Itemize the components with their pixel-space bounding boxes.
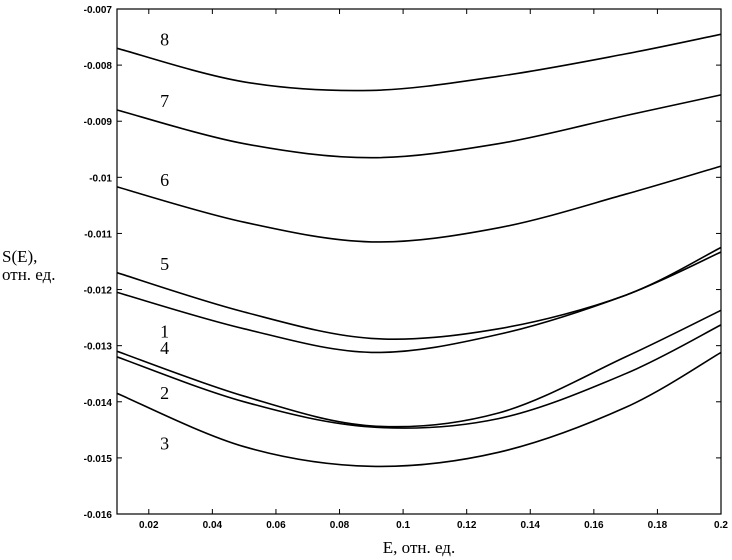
- curve-label-3: 3: [160, 433, 169, 453]
- y-tick-label: -0.014: [84, 398, 113, 409]
- x-tick-label: 0.2: [714, 520, 728, 531]
- curve-label-4: 4: [160, 338, 169, 358]
- curve-7: [116, 94, 722, 159]
- x-tick-label: 0.04: [203, 520, 223, 531]
- y-axis-ticks: -0.016-0.015-0.014-0.013-0.012-0.011-0.0…: [84, 5, 721, 521]
- y-tick-label: -0.012: [84, 286, 113, 297]
- curve-8: [116, 33, 722, 92]
- x-tick-label: 0.14: [521, 520, 541, 531]
- y-axis-title-line2: отн. ед.: [2, 265, 56, 284]
- curve-label-6: 6: [160, 170, 169, 190]
- x-tick-label: 0.12: [457, 520, 477, 531]
- x-axis-ticks: 0.02 0.04 0.06 0.08 0.1 0.12 0.14 0.16 0.18 0.2: [139, 9, 728, 531]
- y-tick-label: -0.01: [89, 173, 112, 184]
- x-tick-label: 0.08: [330, 520, 350, 531]
- x-tick-label: 0.18: [648, 520, 668, 531]
- y-tick-label: -0.007: [84, 5, 113, 16]
- curve-6: [116, 165, 722, 243]
- curve-label-2: 2: [160, 383, 169, 403]
- x-axis-title: E, отн. ед.: [383, 538, 455, 557]
- curve-2: [116, 324, 722, 429]
- y-tick-label: -0.008: [84, 61, 113, 72]
- curve-label-5: 5: [160, 254, 169, 274]
- y-tick-label: -0.016: [84, 510, 113, 521]
- curve-label-1: 1: [160, 321, 169, 341]
- curves: [116, 33, 722, 468]
- curve-3: [116, 351, 722, 468]
- y-tick-label: -0.015: [84, 454, 113, 465]
- x-tick-label: 0.1: [396, 520, 410, 531]
- y-tick-label: -0.009: [84, 117, 113, 128]
- plot-frame: [116, 8, 722, 515]
- y-tick-label: -0.013: [84, 342, 113, 353]
- y-axis-title-line1: S(E),: [2, 247, 37, 266]
- curve-label-7: 7: [160, 91, 169, 111]
- x-tick-label: 0.02: [139, 520, 159, 531]
- x-tick-label: 0.06: [266, 520, 286, 531]
- y-tick-label: -0.011: [84, 229, 112, 240]
- curve-4: [116, 309, 722, 428]
- curve-1: [116, 251, 722, 354]
- curve-label-8: 8: [160, 29, 169, 49]
- x-tick-label: 0.16: [584, 520, 604, 531]
